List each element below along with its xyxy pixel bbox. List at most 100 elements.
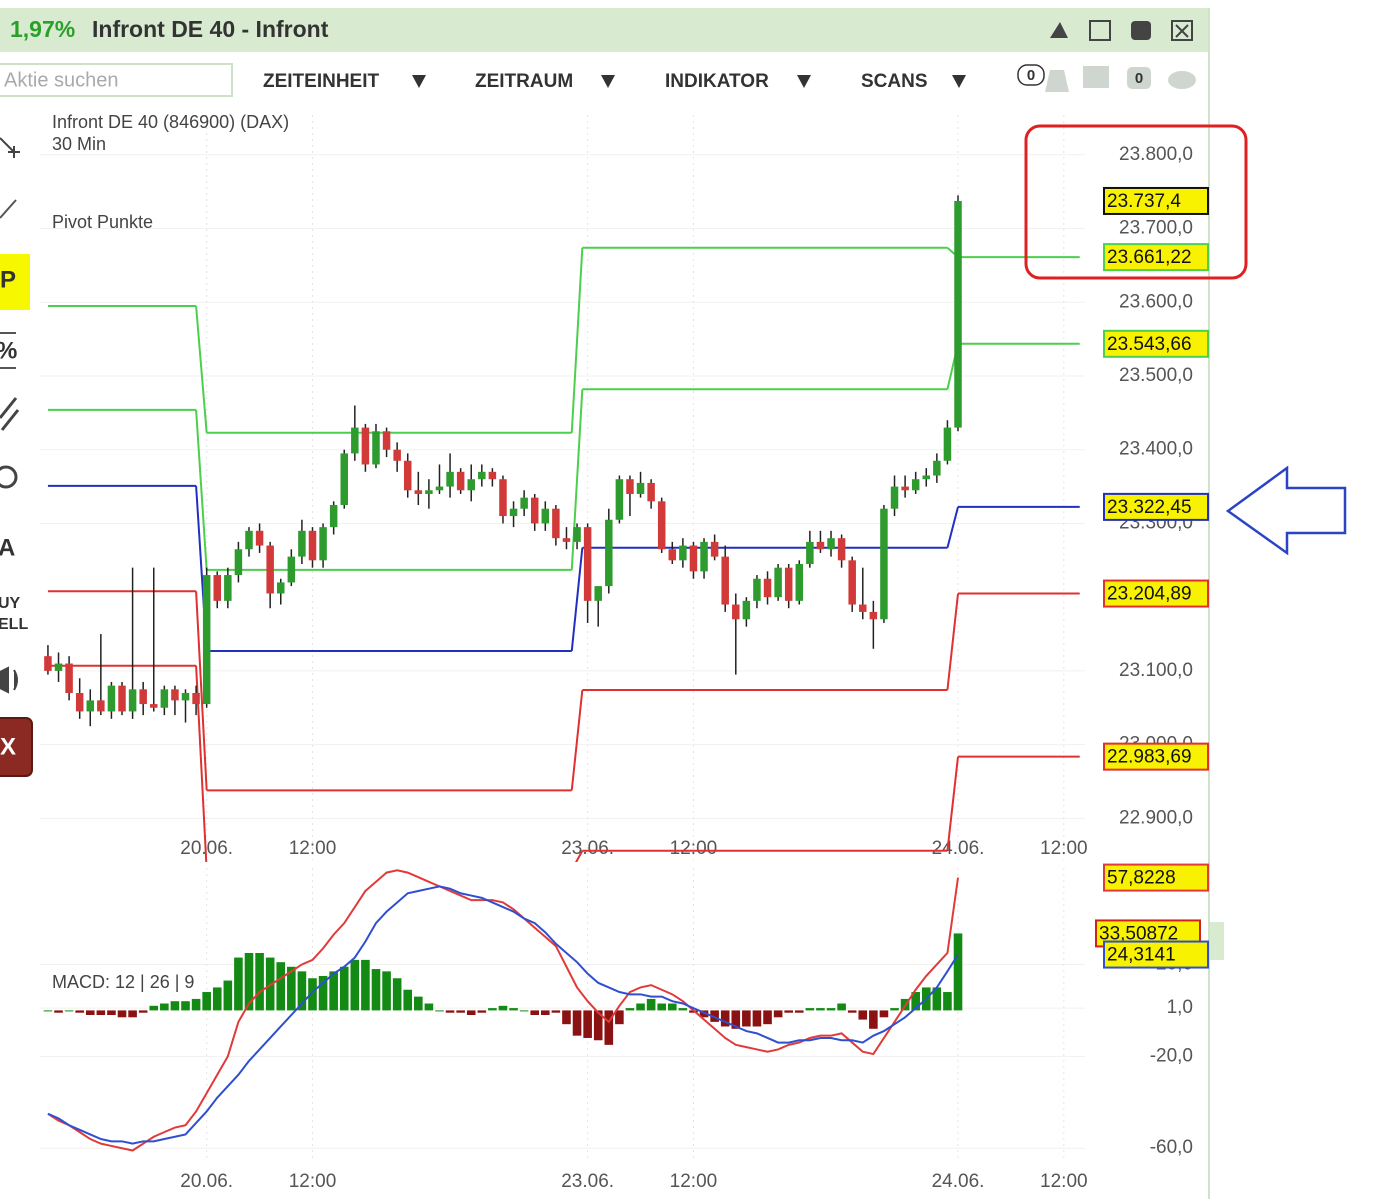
highlight-annotation — [1024, 124, 1248, 280]
tool-label[interactable]: X — [0, 733, 16, 760]
candle-body — [456, 471, 465, 491]
badge-count: 0 — [1135, 70, 1143, 87]
histogram-bar — [519, 1010, 529, 1012]
cloud-icon[interactable] — [1168, 71, 1196, 89]
candle-body — [224, 575, 232, 601]
button-close[interactable] — [1171, 20, 1193, 41]
candle-body — [837, 538, 846, 561]
histogram-bar — [223, 980, 233, 1011]
candle-body — [784, 567, 793, 601]
tool-label[interactable]: P — [0, 266, 16, 293]
pivot-step — [946, 593, 960, 691]
tool-label[interactable]: % — [0, 337, 17, 364]
candle-body — [806, 541, 814, 564]
x-tick-label: 20.06. — [180, 1171, 233, 1192]
menu-zeitraum[interactable]: ZEITRAUM — [475, 71, 573, 92]
tool-label[interactable]: A — [0, 534, 15, 561]
histogram-bar — [255, 952, 264, 1011]
value-label: 24,3141 — [1107, 945, 1176, 966]
menu-arrow[interactable] — [797, 75, 811, 88]
candle-body — [732, 604, 740, 620]
menu-arrow[interactable] — [952, 75, 966, 88]
y-tick-label: 23.100,0 — [1119, 660, 1193, 681]
x-tick-label: 12:00 — [289, 838, 337, 859]
candle-body — [509, 508, 518, 517]
tool-icon[interactable] — [0, 137, 20, 158]
axes: 20,01,0-20,0-60,020.06.12:0023.06.12:002… — [40, 868, 1193, 1192]
histogram-bar — [382, 971, 391, 1011]
candle-body — [97, 700, 105, 712]
tool-highlight[interactable] — [0, 254, 30, 310]
x-tick-label: 12:00 — [670, 1171, 718, 1192]
delete-button[interactable] — [0, 717, 33, 777]
window-buttons[interactable] — [1050, 20, 1193, 41]
candle-body — [679, 545, 687, 561]
histogram-bar — [276, 962, 286, 1011]
candle-body — [933, 460, 941, 476]
x-tick-label: 23.06. — [561, 838, 614, 859]
list-icon[interactable] — [1083, 66, 1109, 88]
button-restore[interactable] — [1131, 21, 1151, 40]
value-label: 22.983,69 — [1107, 747, 1192, 768]
tool-label[interactable]: UY — [0, 595, 21, 612]
tool-label[interactable]: ELL — [0, 616, 28, 633]
histogram-bar — [646, 998, 656, 1011]
pivot-step — [195, 409, 208, 570]
histogram-bar — [414, 996, 423, 1011]
candle-body — [160, 689, 169, 708]
tool-line[interactable] — [0, 199, 17, 219]
x-tick-label: 24.06. — [932, 1171, 985, 1192]
histogram-bar — [572, 1010, 582, 1036]
tool-channel[interactable] — [0, 397, 20, 431]
indicator-label: Pivot Punkte — [52, 212, 153, 232]
histogram-bar — [435, 1010, 444, 1012]
menu-arrow[interactable] — [412, 75, 426, 88]
candle-body — [414, 490, 423, 494]
histogram-bar — [710, 1010, 719, 1022]
badge[interactable] — [1127, 67, 1151, 89]
search-box[interactable] — [0, 63, 233, 97]
histogram-bar — [541, 1010, 550, 1015]
button-1[interactable] — [1089, 20, 1111, 41]
candle-body — [361, 427, 370, 465]
badge[interactable] — [1017, 64, 1045, 86]
candle-body — [107, 685, 116, 712]
histogram-bar — [879, 1010, 889, 1018]
candle-body — [308, 530, 317, 561]
histogram-bar — [498, 1005, 508, 1011]
histogram-bar — [361, 959, 370, 1011]
menu-arrow[interactable] — [601, 75, 615, 88]
value-label-box — [1103, 863, 1209, 892]
candle-body — [647, 482, 655, 502]
histogram-bar — [583, 1010, 592, 1038]
histogram-bar — [667, 1003, 677, 1011]
histogram-bar — [837, 1003, 846, 1011]
value-label: 23.204,89 — [1107, 584, 1192, 605]
histogram-bar — [953, 933, 963, 1011]
candle-body — [859, 604, 867, 612]
menu-indikator[interactable]: INDIKATOR — [665, 71, 769, 92]
tool-circle[interactable] — [0, 465, 18, 489]
histogram-bar — [392, 978, 402, 1011]
histogram-bar — [202, 992, 211, 1011]
tool-sound[interactable] — [0, 666, 18, 694]
menu-zeiteinheit[interactable]: ZEITEINHEIT — [263, 71, 380, 92]
pivot-step — [570, 547, 584, 652]
pivot-step — [946, 506, 959, 549]
histogram-bar — [742, 1010, 751, 1027]
histogram-bar — [890, 1008, 899, 1011]
arrow-annotation — [1225, 465, 1347, 556]
bell-icon[interactable] — [1045, 70, 1069, 92]
histogram-bar — [816, 1008, 825, 1011]
candle-body — [721, 556, 729, 605]
y-tick-label: 23.800,0 — [1119, 144, 1193, 165]
alarm-icon[interactable] — [1050, 22, 1068, 38]
candle-body — [425, 490, 433, 494]
menu-scans[interactable]: SCANS — [861, 71, 928, 92]
value-label: 23.322,45 — [1107, 497, 1192, 518]
pivot-step — [570, 247, 584, 433]
y-tick-label: 1,0 — [1167, 997, 1193, 1018]
candle-body — [562, 538, 571, 542]
histogram-bar — [244, 952, 254, 1011]
histogram-bar — [593, 1010, 603, 1041]
